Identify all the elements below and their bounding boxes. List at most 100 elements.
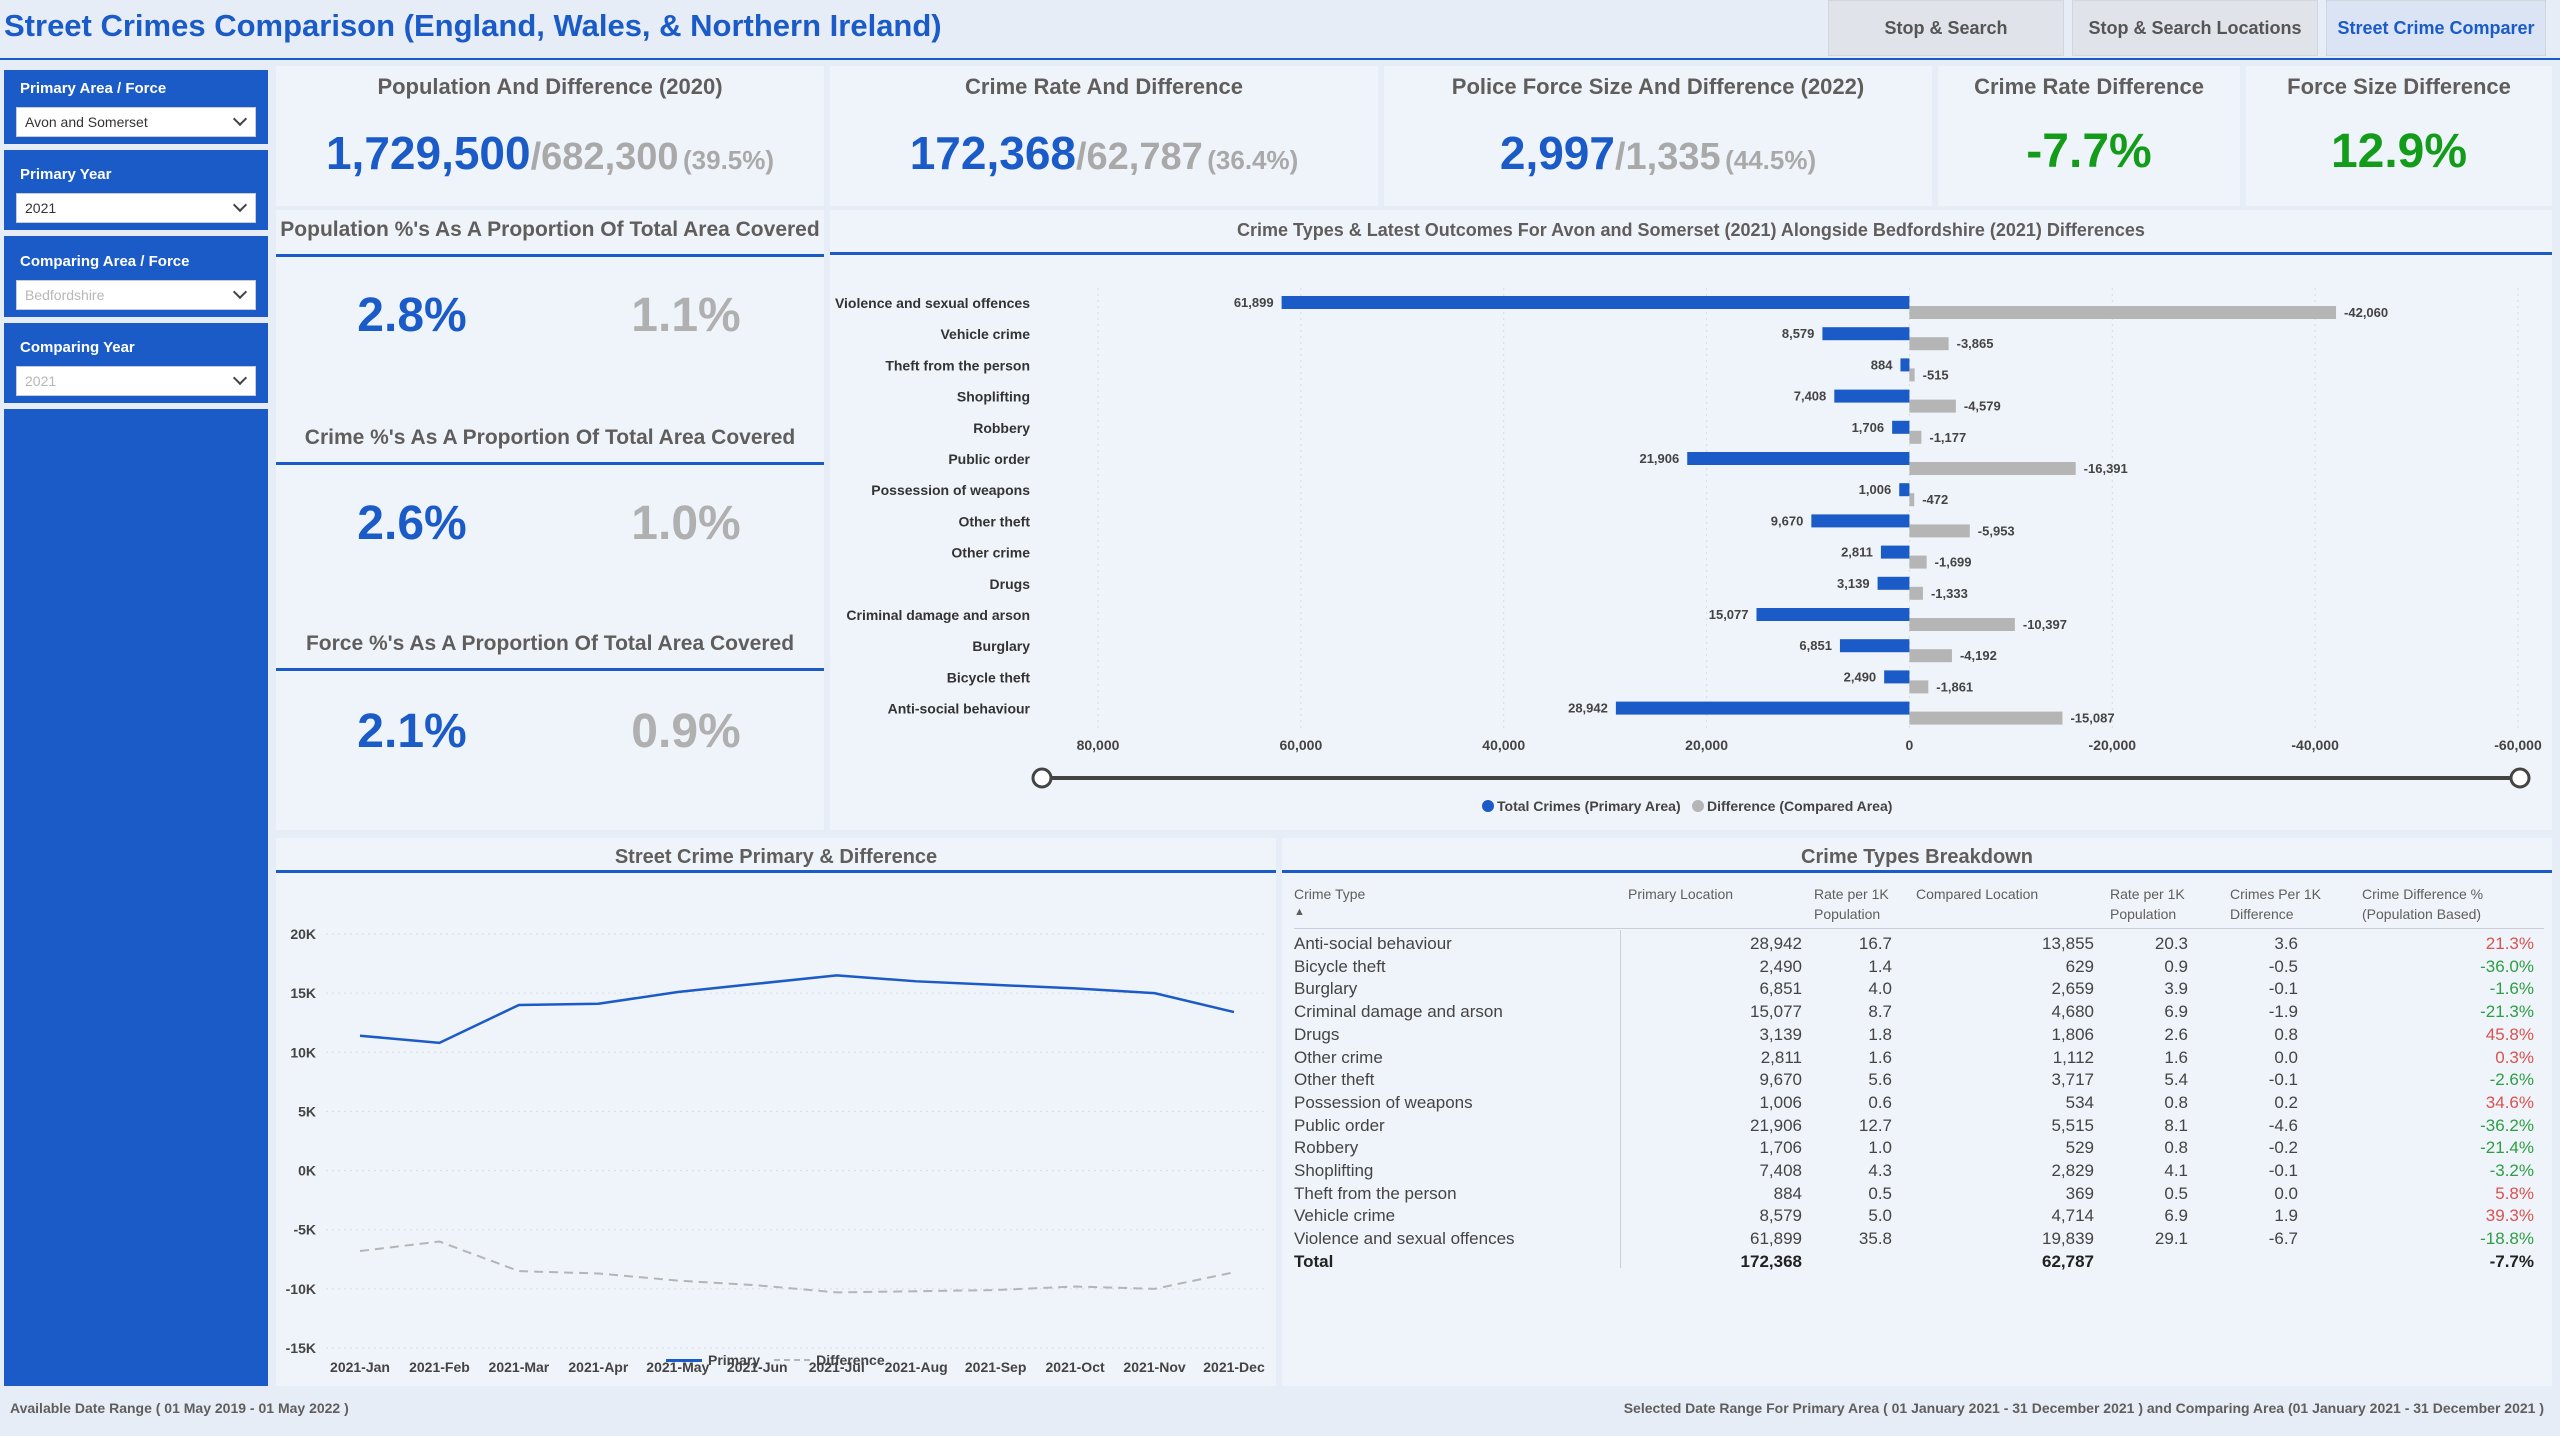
bar-data-label: 7,408 — [1794, 389, 1827, 404]
line-x-tick-label: 2021-May — [646, 1359, 709, 1375]
difference-bar[interactable] — [1909, 555, 1927, 569]
primary-bar[interactable] — [1822, 327, 1910, 341]
legend-swatch-difference — [774, 1359, 811, 1361]
difference-bar[interactable] — [1909, 399, 1956, 413]
primary-area-dropdown[interactable]: Avon and Somerset — [16, 107, 256, 137]
cell-pct: -3.2% — [2489, 1161, 2534, 1180]
table-row[interactable]: Violence and sexual offences 61,899 35.8 19… — [1294, 1229, 2554, 1252]
difference-series-line[interactable] — [359, 1240, 1235, 1294]
cell-diff: -1.9 — [2268, 1002, 2298, 1022]
cell-rate2: 3.9 — [2164, 979, 2188, 999]
col-header-primary[interactable]: Primary Location — [1628, 886, 1734, 902]
primary-year-dropdown[interactable]: 2021 — [16, 193, 256, 223]
difference-bar[interactable] — [1909, 586, 1923, 600]
cell-diff: -0.1 — [2268, 1070, 2298, 1090]
col-header-compared[interactable]: Compared Location — [1916, 886, 2039, 902]
primary-bar[interactable] — [1834, 389, 1910, 403]
col-header-rate1[interactable]: Rate per 1K Population — [1814, 884, 1889, 924]
bar-data-label: -4,192 — [1960, 648, 1997, 663]
cell-rate2: 6.9 — [2164, 1206, 2188, 1226]
cell-primary: 3,139 — [1759, 1024, 1802, 1044]
legend-label: Primary — [708, 1352, 761, 1368]
primary-bar[interactable] — [1877, 576, 1910, 590]
primary-bar[interactable] — [1615, 701, 1910, 715]
difference-bar[interactable] — [1909, 618, 2015, 631]
col-header-diff[interactable]: Crimes Per 1K Difference — [2230, 884, 2321, 924]
bar-data-label: -1,177 — [1929, 430, 1966, 445]
difference-bar[interactable] — [1909, 649, 1952, 663]
table-row[interactable]: Public order 21,906 12.7 5,515 8.1 -4.6 -36.2% — [1294, 1116, 2554, 1139]
table-row[interactable]: Burglary 6,851 4.0 2,659 3.9 -0.1 -1.6% — [1294, 979, 2554, 1002]
cell-type: Shoplifting — [1294, 1161, 1374, 1180]
sort-ascending-icon[interactable]: ▲ — [1294, 906, 1305, 918]
primary-bar[interactable] — [1756, 608, 1910, 621]
filter-sidebar: Primary Area / Force Avon and Somerset P… — [4, 70, 268, 1386]
cell-rate1: 1.4 — [1868, 956, 1892, 976]
range-slider-handle-end[interactable] — [2509, 767, 2531, 789]
col-header-crime-type[interactable]: Crime Type — [1294, 886, 1366, 902]
difference-bar[interactable] — [1909, 430, 1922, 444]
comparing-area-dropdown[interactable]: Bedfordshire — [16, 280, 256, 310]
bar-data-label: -4,579 — [1964, 399, 2001, 414]
header-divider — [0, 58, 2560, 60]
cell-diff: -0.5 — [2268, 956, 2298, 976]
col-header-pct[interactable]: Crime Difference % (Population Based) — [2362, 884, 2483, 924]
difference-bar[interactable] — [1909, 493, 1915, 507]
difference-bar[interactable] — [1909, 711, 2063, 725]
bar-chart-svg: 80,000 60,000 40,000 20,000 0 -20,000 -40,000 -… — [835, 288, 2542, 814]
comparing-year-dropdown[interactable]: 2021 — [16, 366, 256, 396]
difference-bar[interactable] — [1909, 462, 2076, 475]
slicer-comparing-year: Comparing Year 2021 — [4, 329, 268, 409]
table-row[interactable]: Anti-social behaviour 28,942 16.7 13,855 20.… — [1294, 934, 2554, 957]
range-slider-handle-start[interactable] — [1031, 767, 1053, 789]
difference-bar[interactable] — [1909, 368, 1915, 382]
primary-bar[interactable] — [1900, 358, 1910, 372]
kpi-title: Population And Difference (2020) — [377, 74, 723, 99]
table-row[interactable]: Other crime 2,811 1.6 1,112 1.6 0.0 0.3% — [1294, 1048, 2554, 1071]
primary-bar[interactable] — [1839, 639, 1910, 653]
table-row[interactable]: Possession of weapons 1,006 0.6 534 0.8 0.2 34… — [1294, 1093, 2554, 1116]
primary-bar[interactable] — [1687, 452, 1910, 465]
cell-primary: 2,490 — [1759, 956, 1802, 976]
difference-bar[interactable] — [1909, 306, 2337, 319]
cell-compared: 534 — [2065, 1092, 2094, 1112]
primary-bar[interactable] — [1899, 483, 1910, 497]
bar-data-label: -1,699 — [1935, 555, 1972, 570]
header-line: Population — [1814, 906, 1881, 922]
col-header-rate2[interactable]: Rate per 1K Population — [2110, 884, 2185, 924]
table-row[interactable]: Shoplifting 7,408 4.3 2,829 4.1 -0.1 -3.2% — [1294, 1161, 2554, 1184]
tab-street-crime-comparer[interactable]: Street Crime Comparer — [2326, 0, 2546, 56]
divider — [276, 254, 824, 257]
table-row[interactable]: Bicycle theft 2,490 1.4 629 0.9 -0.5 -36.0% — [1294, 957, 2554, 980]
line-legend: Primary Difference — [666, 1352, 885, 1368]
primary-series-line[interactable] — [359, 974, 1235, 1045]
bar-x-tick-label: -20,000 — [2089, 737, 2137, 753]
primary-bar[interactable] — [1884, 670, 1910, 684]
primary-bar[interactable] — [1281, 296, 1910, 309]
bar-data-label: -472 — [1922, 492, 1948, 507]
primary-bar[interactable] — [1880, 545, 1910, 559]
tab-stop-search-locations[interactable]: Stop & Search Locations — [2072, 0, 2318, 56]
difference-bar[interactable] — [1909, 680, 1929, 694]
primary-bar[interactable] — [1892, 420, 1910, 434]
table-row[interactable]: Other theft 9,670 5.6 3,717 5.4 -0.1 -2.6% — [1294, 1070, 2554, 1093]
cell-pct: 39.3% — [2485, 1206, 2534, 1226]
table-total-row[interactable]: Total 172,368 62,787 -7.7% — [1294, 1252, 2554, 1275]
table-row[interactable]: Vehicle crime 8,579 5.0 4,714 6.9 1.9 39.3% — [1294, 1206, 2554, 1229]
table-row[interactable]: Robbery 1,706 1.0 529 0.8 -0.2 -21.4% — [1294, 1138, 2554, 1161]
primary-bar[interactable] — [1811, 514, 1910, 528]
cell-type: Drugs — [1294, 1024, 1340, 1044]
cell-diff: 0.8 — [2274, 1024, 2298, 1044]
bar-data-label: -15,087 — [2070, 711, 2114, 726]
bar-x-tick-label: -60,000 — [2494, 737, 2542, 753]
difference-bar[interactable] — [1909, 337, 1949, 351]
page-title: Street Crimes Comparison (England, Wales… — [4, 8, 942, 43]
table-row[interactable]: Criminal damage and arson 15,077 8.7 4,680 6… — [1294, 1002, 2554, 1025]
table-row[interactable]: Drugs 3,139 1.8 1,806 2.6 0.8 45.8% — [1294, 1025, 2554, 1048]
tab-stop-search[interactable]: Stop & Search — [1828, 0, 2064, 56]
cell-rate1: 1.8 — [1868, 1024, 1892, 1044]
force-primary-pct: 2.1% — [357, 705, 467, 758]
difference-bar[interactable] — [1909, 524, 1970, 538]
legend-label: Difference (Compared Area) — [1707, 798, 1892, 814]
table-row[interactable]: Theft from the person 884 0.5 369 0.5 0.0 5.8% — [1294, 1184, 2554, 1207]
